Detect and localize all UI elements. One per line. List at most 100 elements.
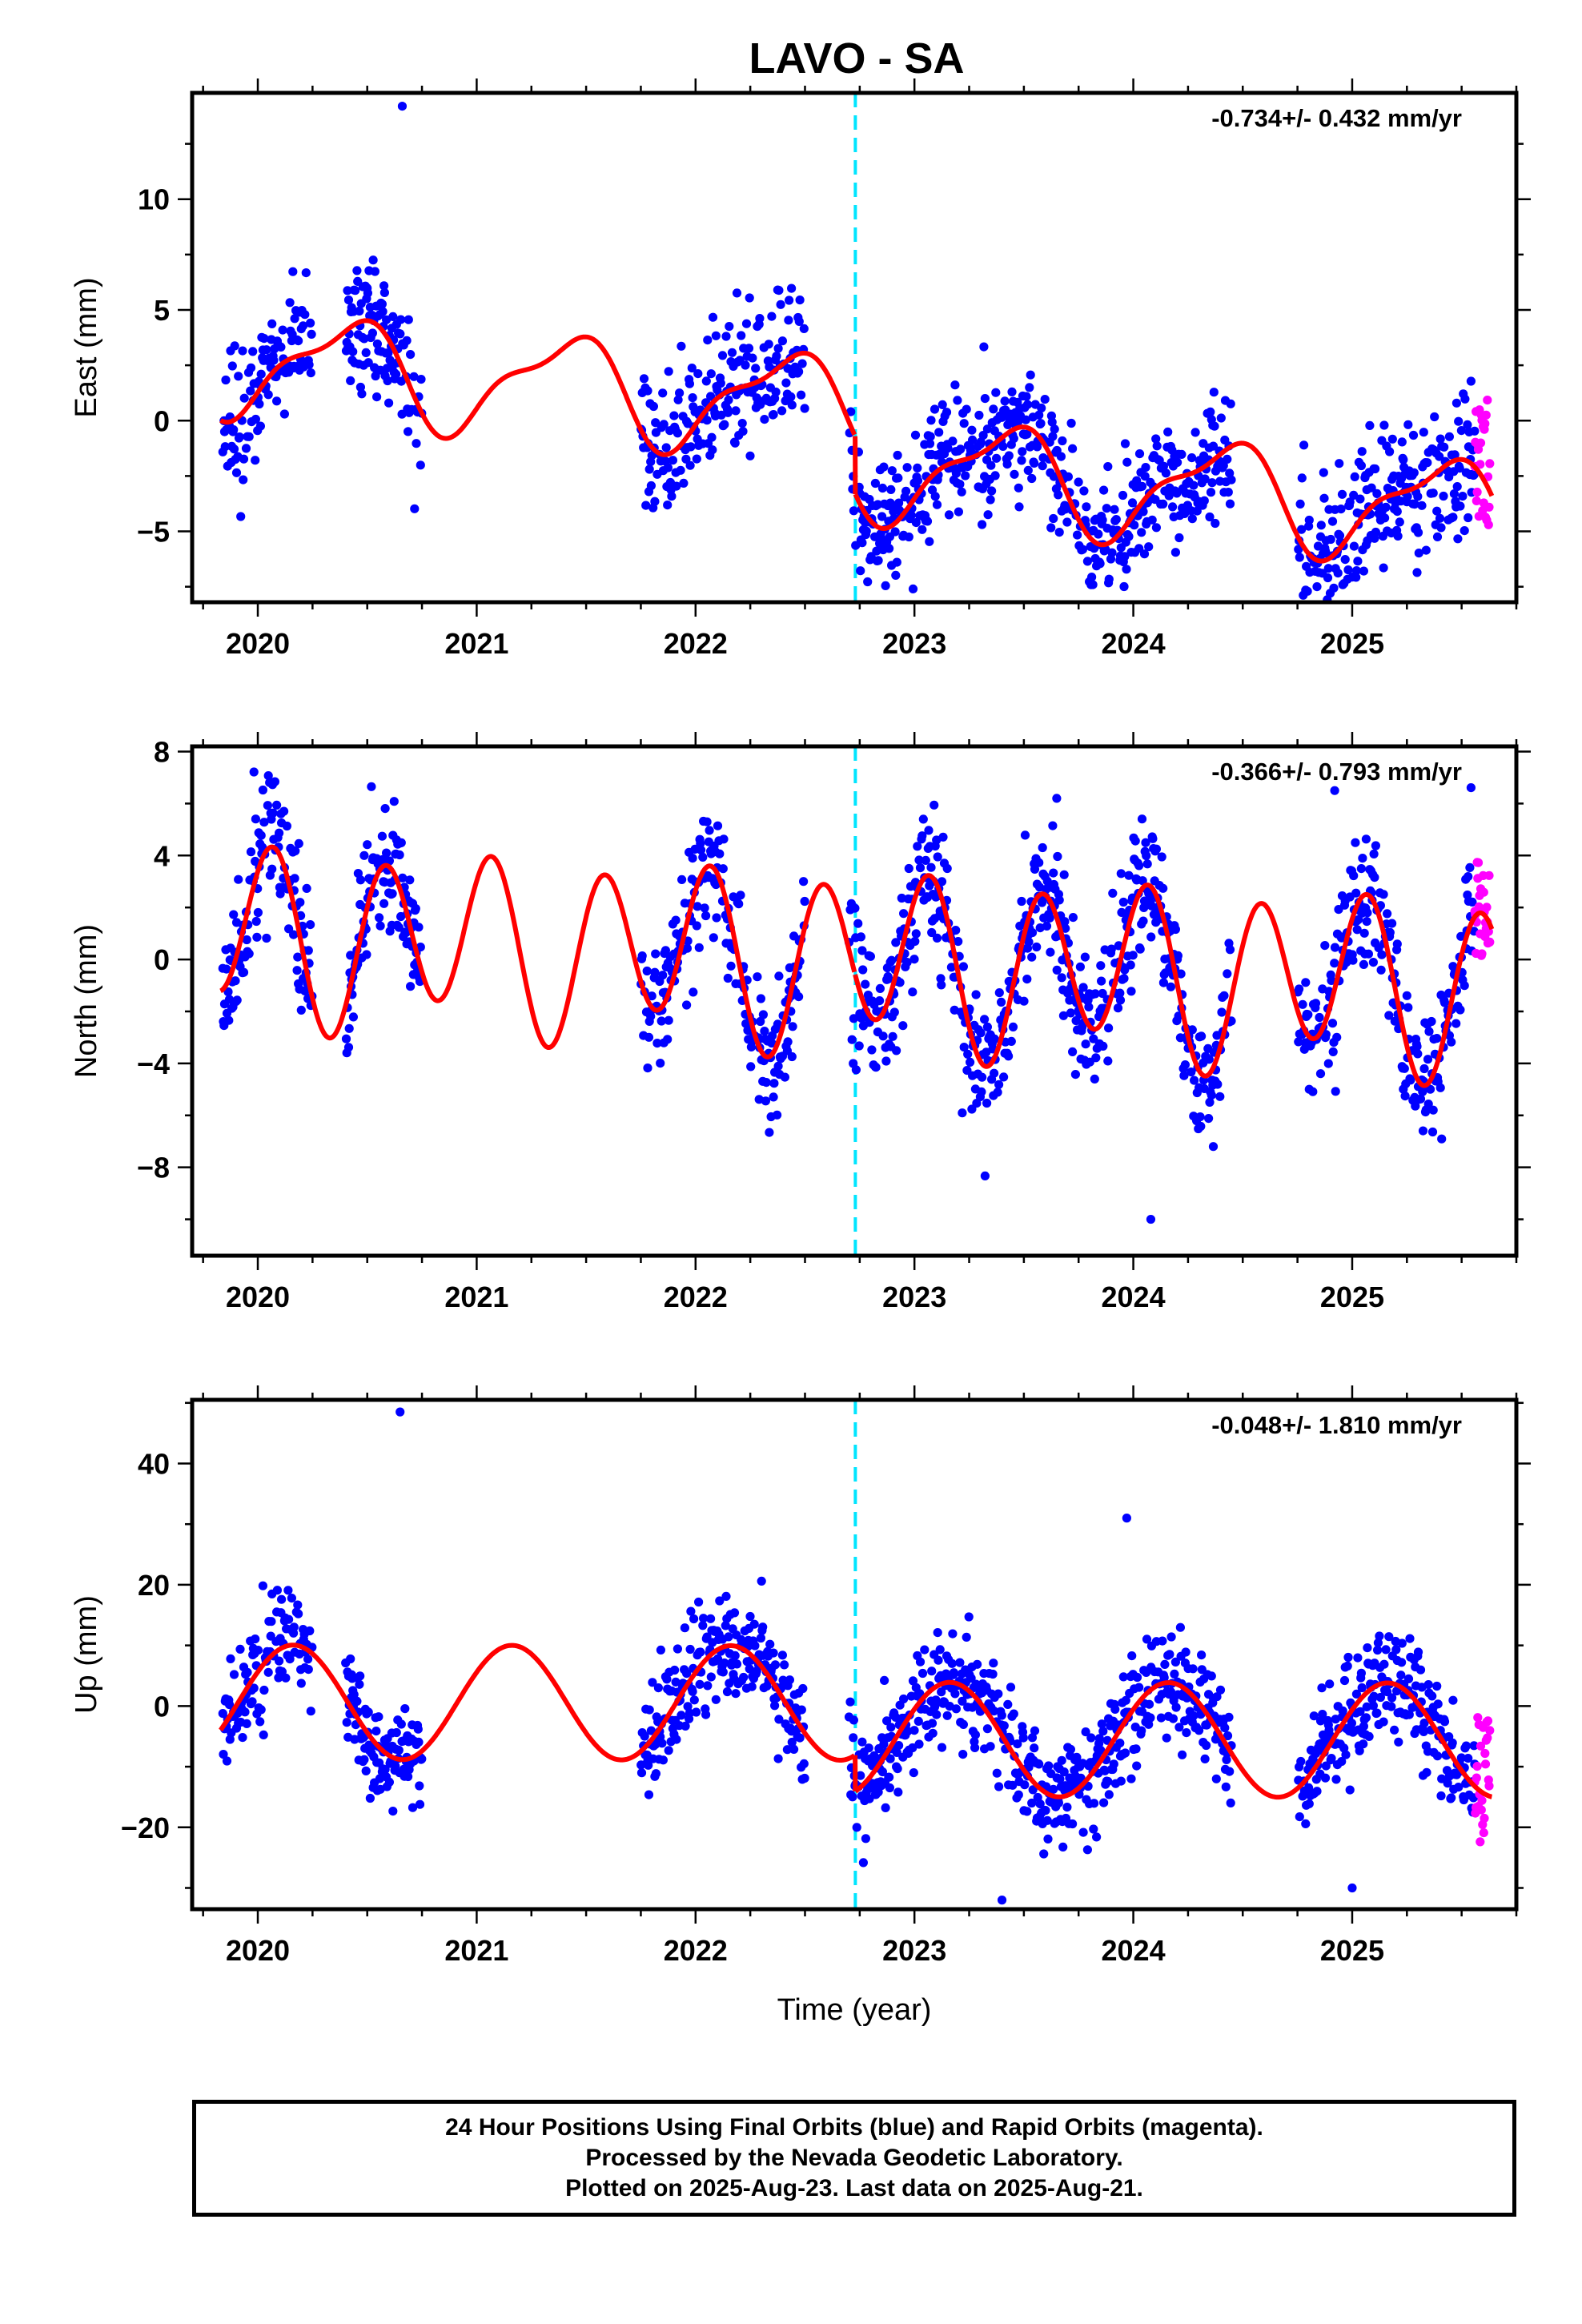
data-point	[982, 1724, 992, 1734]
data-point	[1170, 1669, 1179, 1679]
data-point	[980, 1171, 990, 1180]
data-point	[800, 1773, 809, 1783]
data-point	[370, 267, 379, 276]
data-point	[1460, 394, 1470, 404]
data-point	[770, 1660, 781, 1670]
data-point	[1162, 1733, 1171, 1743]
data-point	[1211, 518, 1220, 529]
data-point	[1207, 1671, 1216, 1681]
data-point	[886, 1723, 896, 1732]
data-point	[1110, 505, 1119, 514]
data-point	[1104, 574, 1114, 584]
data-point	[1043, 1834, 1053, 1844]
data-point	[1020, 1780, 1030, 1790]
data-point	[1022, 429, 1032, 439]
rapid-point	[1481, 410, 1491, 420]
data-point	[891, 1712, 901, 1722]
data-point	[745, 451, 755, 460]
data-point	[379, 287, 389, 297]
data-point	[781, 378, 791, 388]
data-point	[873, 500, 882, 509]
x-tick-label: 2024	[1102, 1281, 1166, 1313]
data-point	[1348, 955, 1358, 965]
outlier-point	[1347, 1883, 1357, 1893]
data-point	[1304, 1783, 1314, 1792]
data-point	[1059, 1767, 1069, 1777]
data-point	[1460, 526, 1469, 536]
data-point	[899, 1694, 909, 1704]
data-point	[230, 341, 239, 351]
data-point	[1022, 392, 1031, 401]
data-point	[1038, 842, 1047, 853]
data-point	[1204, 1114, 1214, 1124]
data-point	[256, 830, 266, 840]
data-point	[355, 875, 365, 885]
data-point	[689, 987, 698, 997]
data-point	[1086, 1733, 1096, 1743]
data-point	[1417, 501, 1427, 510]
data-point	[1171, 1703, 1181, 1712]
data-point	[761, 1078, 771, 1088]
data-point	[379, 899, 389, 908]
north-panel: 2020 2021 2022 2023 2024 2025 −8 −4 0 4 8 North (mm…	[70, 732, 1531, 1313]
data-point	[1047, 417, 1057, 427]
data-point	[1381, 1645, 1391, 1655]
data-point	[1311, 999, 1321, 1008]
data-point	[751, 364, 761, 373]
data-point	[705, 826, 714, 835]
x-tick-label: 2023	[882, 1281, 946, 1313]
data-point	[1079, 486, 1089, 496]
data-point	[1301, 1819, 1311, 1828]
y-tick-label: 8	[154, 735, 170, 768]
data-point	[657, 1739, 667, 1748]
data-point	[755, 314, 765, 324]
data-point	[1217, 1007, 1227, 1017]
data-point	[701, 376, 711, 386]
data-point	[1116, 1776, 1126, 1786]
data-point	[287, 1594, 296, 1603]
data-point	[1066, 1744, 1075, 1755]
data-point	[718, 1667, 728, 1677]
data-point	[300, 310, 310, 320]
data-point	[1444, 432, 1454, 441]
data-point	[1448, 513, 1458, 522]
data-point	[662, 1675, 672, 1684]
model-curve	[853, 424, 1495, 564]
data-point	[651, 1769, 661, 1779]
data-point	[242, 935, 251, 945]
data-point	[1410, 500, 1419, 509]
rapid-point	[1483, 396, 1492, 405]
data-point	[224, 1015, 234, 1025]
data-point	[251, 916, 261, 927]
data-point	[288, 267, 298, 276]
data-point	[1357, 1683, 1367, 1693]
footer-line-3: Plotted on 2025-Aug-23. Last data on 202…	[565, 2175, 1143, 2201]
data-point	[949, 1668, 958, 1678]
data-point	[1327, 605, 1335, 613]
data-point	[290, 314, 299, 324]
data-point	[1021, 415, 1030, 424]
data-point	[1208, 441, 1219, 451]
rapid-point	[1472, 496, 1481, 506]
data-point	[644, 1705, 654, 1715]
data-point	[394, 923, 404, 932]
data-point	[937, 980, 946, 990]
data-point	[777, 1651, 788, 1660]
data-point	[1456, 1005, 1465, 1015]
data-point	[747, 1682, 757, 1691]
y-tick-label: −20	[121, 1811, 170, 1844]
data-point	[854, 1041, 864, 1051]
y-axis-label: North (mm)	[70, 924, 103, 1078]
data-point	[1423, 1680, 1433, 1690]
data-point	[1458, 492, 1468, 501]
data-point	[1335, 459, 1344, 468]
data-point	[282, 821, 291, 831]
data-point	[343, 286, 352, 296]
data-point	[362, 950, 371, 959]
data-point	[682, 1669, 692, 1679]
data-point	[361, 1766, 371, 1775]
x-tick-label: 2020	[226, 1934, 290, 1967]
data-point	[1174, 1723, 1184, 1732]
data-point	[656, 1016, 666, 1026]
